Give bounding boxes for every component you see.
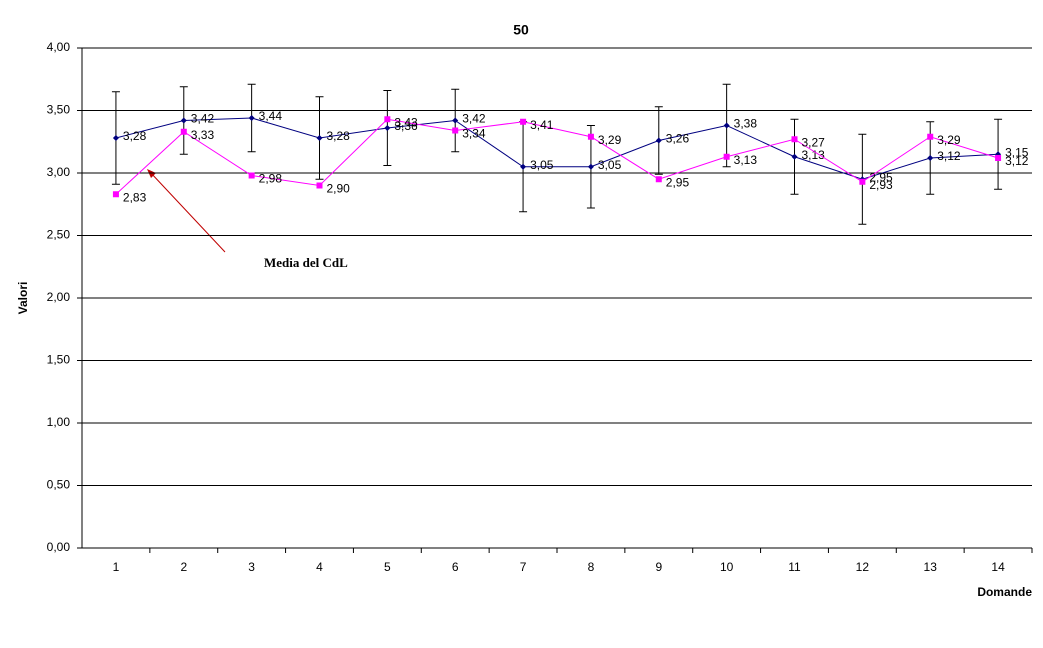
data-label: 2,83 xyxy=(123,190,147,204)
x-tick-label: 4 xyxy=(316,560,323,574)
y-tick-label: 3,00 xyxy=(47,165,71,179)
data-label: 3,13 xyxy=(802,148,826,162)
y-tick-label: 1,00 xyxy=(47,415,71,429)
y-tick-label: 0,00 xyxy=(47,540,71,554)
y-tick-label: 4,00 xyxy=(47,40,71,54)
data-label: 3,27 xyxy=(802,135,826,149)
data-label: 3,38 xyxy=(734,117,758,131)
y-axis-label: Valori xyxy=(16,282,30,315)
data-label: 3,36 xyxy=(394,119,418,133)
x-axis-label: Domande xyxy=(977,585,1032,599)
marker xyxy=(927,133,934,140)
data-label: 3,29 xyxy=(937,133,961,147)
x-tick-label: 13 xyxy=(924,560,938,574)
marker xyxy=(384,116,391,123)
marker xyxy=(520,118,527,125)
data-label: 3,12 xyxy=(937,149,961,163)
marker xyxy=(452,127,459,134)
y-tick-label: 1,50 xyxy=(47,353,71,367)
x-tick-label: 2 xyxy=(180,560,187,574)
y-tick-label: 2,50 xyxy=(47,228,71,242)
y-tick-label: 2,00 xyxy=(47,290,71,304)
x-tick-label: 5 xyxy=(384,560,391,574)
x-tick-label: 8 xyxy=(588,560,595,574)
data-label: 3,28 xyxy=(123,129,147,143)
y-tick-label: 0,50 xyxy=(47,478,71,492)
series-line xyxy=(115,117,999,180)
marker xyxy=(180,117,187,124)
marker xyxy=(791,136,798,143)
marker xyxy=(995,155,1002,161)
data-label: 3,33 xyxy=(191,128,215,142)
marker xyxy=(112,191,119,198)
series-line xyxy=(115,118,999,195)
data-label: 3,42 xyxy=(191,112,215,126)
marker xyxy=(859,178,866,185)
marker xyxy=(587,163,594,170)
data-label: 2,90 xyxy=(327,182,351,196)
marker xyxy=(723,153,730,160)
x-tick-label: 7 xyxy=(520,560,527,574)
data-label: 2,95 xyxy=(666,175,690,189)
marker xyxy=(316,135,323,141)
marker xyxy=(316,182,323,189)
data-label: 3,28 xyxy=(327,129,351,143)
data-label: 3,41 xyxy=(530,118,554,132)
data-label: 3,12 xyxy=(1005,154,1029,168)
data-label: 3,05 xyxy=(598,158,622,172)
x-tick-label: 6 xyxy=(452,560,459,574)
marker xyxy=(655,176,662,183)
annotation: Media del CdL xyxy=(264,255,348,270)
x-tick-label: 12 xyxy=(856,560,870,574)
data-label: 3,13 xyxy=(734,153,758,167)
marker xyxy=(655,137,662,144)
marker xyxy=(587,133,594,140)
x-tick-label: 11 xyxy=(788,560,801,574)
marker xyxy=(520,163,527,170)
marker xyxy=(180,128,187,135)
data-label: 2,95 xyxy=(869,170,893,184)
annotation-arrow xyxy=(149,171,226,253)
x-tick-label: 1 xyxy=(113,560,120,574)
data-label: 3,26 xyxy=(666,132,690,146)
marker xyxy=(112,135,119,141)
marker xyxy=(248,115,255,121)
y-tick-label: 3,50 xyxy=(47,103,71,117)
x-tick-label: 10 xyxy=(720,560,734,574)
marker xyxy=(791,153,798,160)
data-label: 2,93 xyxy=(869,178,893,192)
marker xyxy=(927,155,934,161)
data-label: 3,05 xyxy=(530,158,554,172)
chart-title: 50 xyxy=(513,22,529,38)
data-label: 3,29 xyxy=(598,133,622,147)
marker xyxy=(384,125,391,131)
data-label: 3,42 xyxy=(462,112,486,126)
marker xyxy=(248,172,255,179)
data-label: 3,43 xyxy=(394,115,418,129)
marker xyxy=(452,117,459,124)
data-label: 3,15 xyxy=(1005,145,1029,159)
x-tick-label: 9 xyxy=(655,560,662,574)
x-tick-label: 3 xyxy=(248,560,255,574)
data-label: 3,34 xyxy=(462,127,486,141)
data-label: 2,98 xyxy=(259,172,283,186)
data-label: 3,44 xyxy=(259,109,283,123)
marker xyxy=(723,122,730,129)
x-tick-label: 14 xyxy=(991,560,1005,574)
